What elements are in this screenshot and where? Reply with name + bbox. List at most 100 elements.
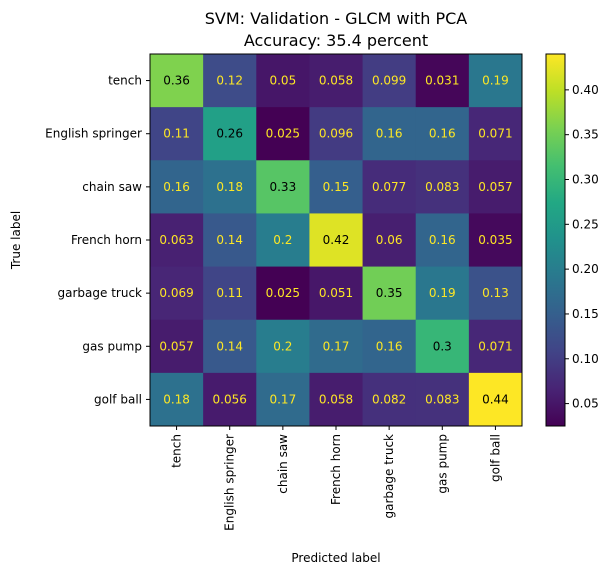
- x-tick-label: garbage truck: [382, 434, 396, 519]
- colorbar-tick-label: 0.20: [572, 262, 599, 276]
- cell-value-label: 0.057: [478, 180, 512, 194]
- heatmap-cell: [150, 107, 204, 161]
- heatmap-cell: [468, 266, 523, 321]
- colorbar-frame: [545, 53, 566, 427]
- cell-value-label: 0.18: [163, 392, 190, 406]
- heatmap-cell: [150, 372, 204, 427]
- heatmap-cell: [362, 107, 417, 161]
- heatmap-cell: [415, 160, 470, 214]
- heatmap-cell: [203, 160, 257, 214]
- heatmap-cell: [362, 54, 417, 108]
- cell-value-label: 0.035: [478, 233, 512, 247]
- cell-value-label: 0.3: [433, 339, 452, 353]
- y-axis-ticks: tench English springer chain saw French hor…: [45, 74, 150, 406]
- y-axis-label: True label: [9, 211, 23, 270]
- cell-value-label: 0.33: [269, 180, 296, 194]
- heatmap-cell: [150, 54, 204, 108]
- cell-value-label: 0.058: [319, 392, 353, 406]
- y-tick-label: golf ball: [94, 392, 142, 406]
- colorbar-tick-label: 0.25: [572, 217, 599, 231]
- cell-value-label: 0.071: [478, 127, 512, 141]
- heatmap-cell: [362, 372, 417, 427]
- cell-value-label: 0.14: [216, 233, 243, 247]
- cell-value-label: 0.071: [478, 339, 512, 353]
- heatmap-cell: [150, 266, 204, 321]
- heatmap-cell: [150, 160, 204, 214]
- y-tick-label: chain saw: [82, 180, 142, 194]
- heatmap-cell: [415, 107, 470, 161]
- cell-value-label: 0.077: [372, 180, 406, 194]
- colorbar-tick-label: 0.40: [572, 83, 599, 97]
- cell-value-label: 0.2: [273, 339, 292, 353]
- chart-title-line1: SVM: Validation - GLCM with PCA: [205, 9, 468, 28]
- heatmap-cell: [203, 266, 257, 321]
- heatmap-cell: [415, 372, 470, 427]
- heatmap-cell: [362, 160, 417, 214]
- heatmap-cell: [468, 160, 523, 214]
- cell-value-label: 0.16: [163, 180, 190, 194]
- heatmap-cell: [309, 266, 364, 321]
- heatmap-cell-labels: 0.36 0.12 0.05 0.058 0.099 0.031 0.19 0.11 0.26 0…: [159, 74, 512, 407]
- heatmap-cell: [309, 213, 364, 268]
- cell-value-label: 0.082: [372, 392, 406, 406]
- heatmap-cell: [203, 372, 257, 427]
- y-tick-label: tench: [108, 74, 142, 88]
- cell-value-label: 0.11: [216, 286, 243, 300]
- y-tick-label: garbage truck: [58, 286, 143, 300]
- cell-value-label: 0.17: [323, 339, 350, 353]
- heatmap-cell: [256, 319, 310, 374]
- x-tick-label: gas pump: [435, 434, 449, 494]
- cell-value-label: 0.031: [425, 74, 459, 88]
- y-tick-label: English springer: [45, 127, 142, 141]
- heatmap-cell: [309, 372, 364, 427]
- cell-value-label: 0.063: [159, 233, 193, 247]
- cell-value-label: 0.025: [266, 286, 300, 300]
- heatmap-cell: [203, 54, 257, 108]
- cell-value-label: 0.058: [319, 74, 353, 88]
- heatmap-cell: [309, 319, 364, 374]
- heatmap-cell: [468, 107, 523, 161]
- heatmap-cell: [362, 266, 417, 321]
- heatmap-cell: [256, 160, 310, 214]
- chart-title-line2: Accuracy: 35.4 percent: [244, 31, 428, 50]
- heatmap-cell: [309, 160, 364, 214]
- cell-value-label: 0.15: [323, 180, 350, 194]
- cell-value-label: 0.025: [266, 127, 300, 141]
- heatmap-cell: [150, 319, 204, 374]
- cell-value-label: 0.06: [376, 233, 403, 247]
- heatmap-cells: [150, 54, 523, 427]
- heatmap-cell: [415, 266, 470, 321]
- cell-value-label: 0.19: [482, 74, 509, 88]
- cell-value-label: 0.083: [425, 392, 459, 406]
- heatmap-cell: [362, 319, 417, 374]
- cell-value-label: 0.19: [429, 286, 456, 300]
- cell-value-label: 0.056: [213, 392, 247, 406]
- colorbar-tick-label: 0.10: [572, 352, 599, 366]
- colorbar-gradient: [546, 54, 565, 426]
- x-tick-label: golf ball: [488, 434, 502, 482]
- cell-value-label: 0.051: [319, 286, 353, 300]
- x-tick-label: English springer: [223, 434, 237, 531]
- heatmap-cell: [468, 213, 523, 268]
- cell-value-label: 0.16: [429, 233, 456, 247]
- cell-value-label: 0.42: [323, 233, 350, 247]
- cell-value-label: 0.18: [216, 180, 243, 194]
- heatmap-cell: [256, 266, 310, 321]
- cell-value-label: 0.099: [372, 74, 406, 88]
- cell-value-label: 0.11: [163, 127, 190, 141]
- x-axis-label: Predicted label: [291, 551, 380, 565]
- cell-value-label: 0.12: [216, 74, 243, 88]
- x-axis-ticks: tench English springer chain saw French hor…: [170, 426, 502, 531]
- heatmap-cell: [415, 213, 470, 268]
- heatmap-cell: [468, 372, 523, 427]
- heatmap-cell: [203, 107, 257, 161]
- x-tick-label: chain saw: [276, 434, 290, 494]
- cell-value-label: 0.16: [376, 127, 403, 141]
- cell-value-label: 0.2: [273, 233, 292, 247]
- colorbar-tick-label: 0.05: [572, 397, 599, 411]
- heatmap-cell: [256, 372, 310, 427]
- heatmap-cell: [415, 54, 470, 108]
- cell-value-label: 0.16: [429, 127, 456, 141]
- cell-value-label: 0.057: [159, 339, 193, 353]
